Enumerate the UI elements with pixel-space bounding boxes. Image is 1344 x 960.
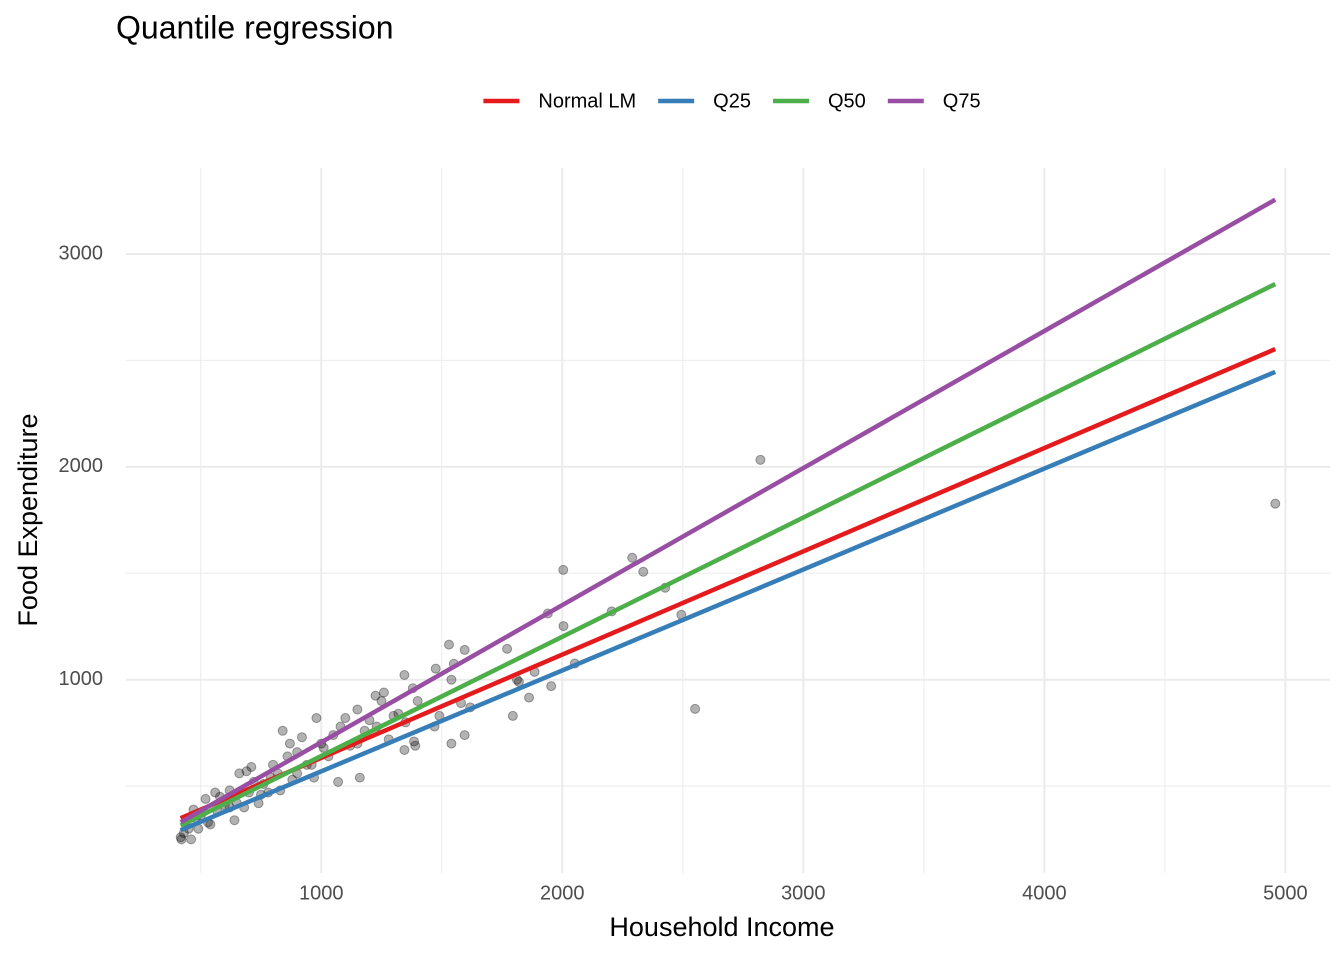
- x-tick-label: 4000: [1022, 882, 1067, 904]
- regression-line: [179, 347, 1277, 821]
- point: [558, 564, 569, 575]
- point: [638, 566, 649, 577]
- chart-title: Quantile regression: [116, 9, 393, 45]
- y-tick-label: 2000: [59, 455, 104, 477]
- legend: Normal LM Q25 Q50 Q75: [483, 90, 981, 112]
- point: [277, 725, 288, 736]
- point: [409, 736, 420, 747]
- point: [333, 776, 344, 787]
- point: [459, 644, 470, 655]
- point: [296, 732, 307, 743]
- point: [200, 793, 211, 804]
- point: [627, 552, 638, 563]
- legend-label: Q25: [713, 90, 751, 112]
- point: [186, 834, 197, 845]
- point: [446, 674, 457, 685]
- point: [340, 713, 351, 724]
- point: [524, 692, 535, 703]
- legend-item: Normal LM: [483, 90, 636, 112]
- point: [412, 696, 423, 707]
- legend-label: Q75: [943, 90, 981, 112]
- x-tick-label: 5000: [1263, 882, 1308, 904]
- x-tick-label: 2000: [540, 882, 585, 904]
- legend-label: Q50: [828, 90, 866, 112]
- y-tick-label: 3000: [59, 242, 104, 264]
- point: [546, 681, 557, 692]
- x-tick-label: 3000: [781, 882, 826, 904]
- point: [1270, 498, 1281, 509]
- x-axis-title: Household Income: [609, 912, 834, 942]
- point: [399, 670, 410, 681]
- point: [311, 713, 322, 724]
- point: [370, 690, 381, 701]
- point: [378, 687, 389, 698]
- point: [210, 787, 221, 798]
- point: [241, 766, 252, 777]
- point: [690, 703, 701, 714]
- point: [446, 738, 457, 749]
- point: [352, 704, 363, 715]
- point: [354, 772, 365, 783]
- point: [176, 834, 187, 845]
- point: [284, 738, 295, 749]
- point: [410, 740, 421, 751]
- y-tick-label: 1000: [59, 668, 104, 690]
- regression-line: [179, 197, 1277, 825]
- legend-item: Q75: [887, 90, 981, 112]
- point: [443, 639, 454, 650]
- point: [502, 643, 513, 654]
- point: [234, 768, 245, 779]
- point: [229, 815, 240, 826]
- x-tick-label: 1000: [299, 882, 344, 904]
- regression-line: [179, 369, 1277, 833]
- point: [459, 730, 470, 741]
- point: [755, 454, 766, 465]
- point: [175, 832, 186, 843]
- point: [507, 710, 518, 721]
- point: [399, 744, 410, 755]
- regression-line: [179, 282, 1277, 828]
- legend-item: Q50: [772, 90, 866, 112]
- point: [430, 663, 441, 674]
- legend-item: Q25: [658, 90, 751, 112]
- point: [558, 621, 569, 632]
- point: [246, 761, 257, 772]
- y-axis-title: Food Expenditure: [13, 413, 43, 626]
- legend-label: Normal LM: [538, 90, 636, 112]
